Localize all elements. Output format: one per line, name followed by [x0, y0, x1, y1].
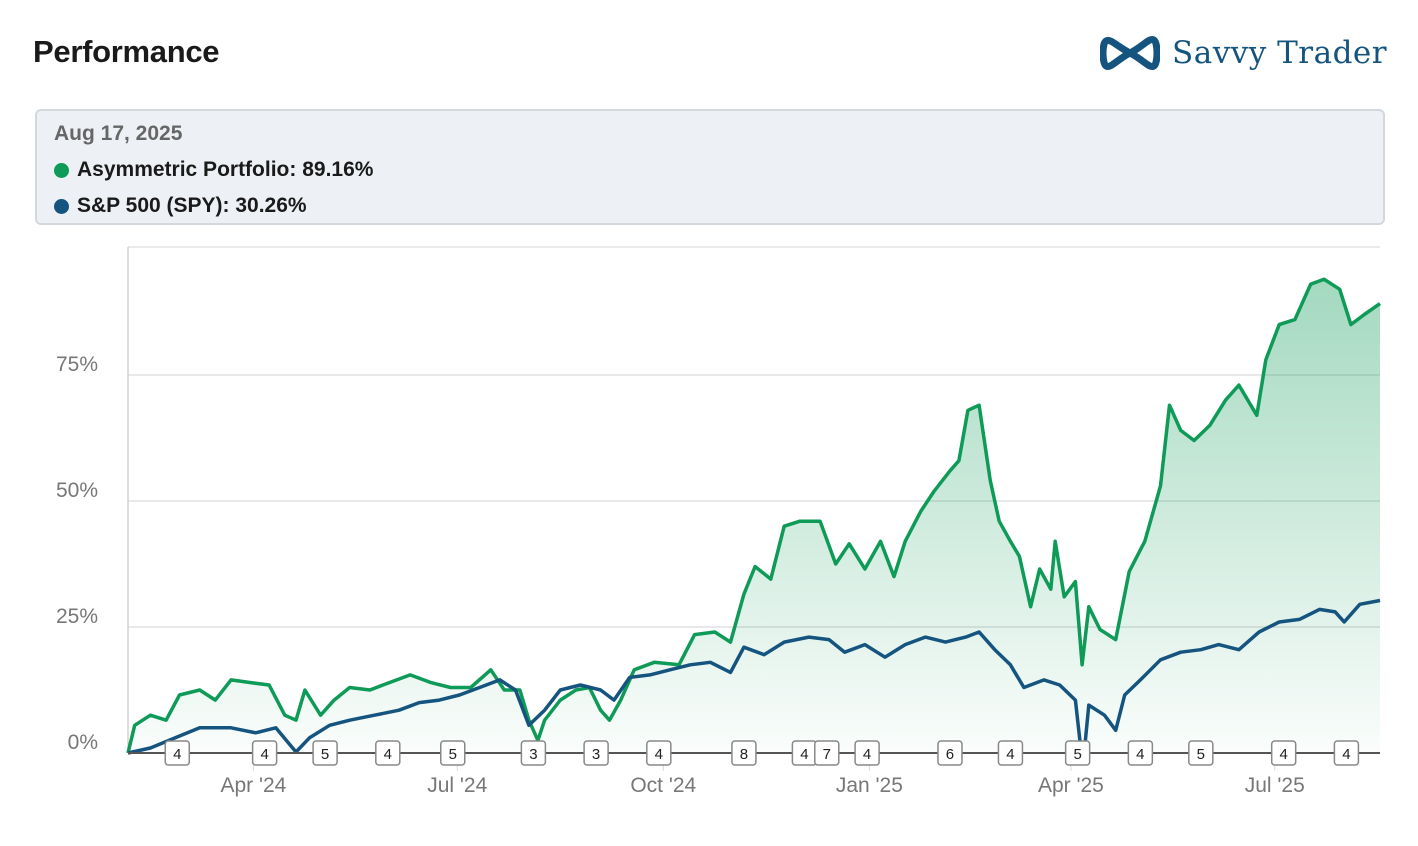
event-marker[interactable] — [1127, 740, 1154, 766]
event-marker[interactable] — [1064, 740, 1091, 766]
tooltip-date: Aug 17, 2025 — [54, 122, 183, 145]
infinity-logo-icon — [1100, 36, 1160, 70]
event-marker-label: 8 — [740, 746, 748, 763]
event-marker[interactable] — [791, 740, 818, 766]
brand-name: Savvy Trader — [1172, 35, 1388, 71]
event-marker-label: 6 — [946, 746, 954, 763]
page-title: Performance — [33, 34, 220, 69]
portfolio-line — [126, 277, 1381, 754]
y-tick-label: 50% — [56, 479, 98, 502]
brand-logo: Savvy Trader — [1100, 33, 1387, 73]
event-marker-label: 5 — [1073, 746, 1081, 763]
event-marker-label: 4 — [655, 746, 663, 763]
event-marker-label: 3 — [592, 746, 600, 763]
x-tick-label: Oct '24 — [630, 774, 696, 797]
spy-line — [127, 598, 1381, 755]
event-marker-label: 4 — [1136, 746, 1144, 763]
event-marker[interactable] — [814, 740, 840, 766]
event-marker-label: 7 — [823, 746, 831, 763]
event-marker-label: 4 — [800, 746, 808, 763]
event-marker-label: 4 — [173, 746, 181, 763]
event-marker[interactable] — [520, 740, 547, 766]
tooltip-spy-value: S&P 500 (SPY): 30.26% — [77, 194, 307, 217]
portfolio-area-fill — [128, 279, 1380, 753]
event-marker[interactable] — [1270, 740, 1297, 766]
chart-tooltip: Aug 17, 2025 Asymmetric Portfolio: 89.16… — [35, 109, 1385, 225]
event-marker[interactable] — [997, 740, 1024, 766]
x-tick-label: Jul '24 — [427, 774, 487, 797]
spy-legend-dot — [54, 198, 69, 214]
event-marker[interactable] — [440, 740, 466, 766]
x-tick-label: Jul '25 — [1245, 774, 1305, 797]
event-marker-label: 4 — [1006, 746, 1014, 763]
event-marker-label: 5 — [1197, 746, 1205, 763]
event-marker[interactable] — [1188, 740, 1214, 766]
tooltip-spy: S&P 500 (SPY): 30.26% — [54, 194, 307, 218]
event-marker[interactable] — [251, 740, 278, 766]
event-marker[interactable] — [854, 740, 880, 766]
event-marker-label: 3 — [529, 746, 537, 763]
event-marker[interactable] — [375, 740, 401, 766]
event-marker[interactable] — [164, 740, 191, 766]
tooltip-portfolio-value: Asymmetric Portfolio: 89.16% — [77, 158, 374, 181]
event-marker-label: 4 — [1280, 746, 1288, 763]
y-tick-label: 25% — [56, 605, 98, 628]
event-marker[interactable] — [583, 740, 609, 766]
event-marker-label: 5 — [449, 746, 457, 763]
event-marker-label: 4 — [260, 746, 268, 763]
event-marker[interactable] — [731, 740, 757, 766]
event-marker[interactable] — [937, 740, 963, 766]
event-marker[interactable] — [1333, 740, 1360, 766]
event-marker[interactable] — [646, 740, 672, 766]
x-tick-label: Apr '25 — [1038, 774, 1104, 797]
portfolio-legend-dot — [54, 162, 69, 178]
event-marker-label: 4 — [1342, 746, 1350, 763]
event-marker-label: 5 — [321, 746, 329, 763]
y-tick-label: 0% — [68, 731, 98, 754]
y-tick-label: 75% — [56, 353, 98, 376]
event-marker[interactable] — [312, 740, 338, 766]
tooltip-portfolio: Asymmetric Portfolio: 89.16% — [54, 158, 373, 182]
event-marker-label: 4 — [384, 746, 392, 763]
x-tick-label: Jan '25 — [836, 774, 903, 797]
x-tick-label: Apr '24 — [220, 774, 286, 797]
event-marker-label: 4 — [863, 746, 871, 763]
